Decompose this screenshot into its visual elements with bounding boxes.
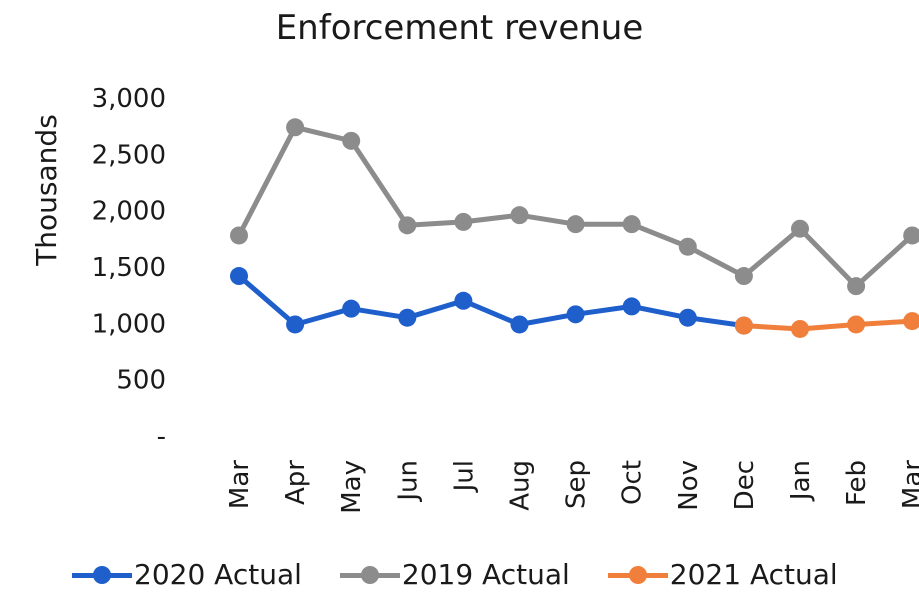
data-point-2019-actual — [230, 226, 248, 245]
x-tick-label: Dec — [730, 460, 760, 510]
legend-label: 2020 Actual — [134, 558, 302, 591]
data-point-2019-actual — [454, 212, 473, 231]
legend-item-2021: 2021 Actual — [607, 558, 838, 591]
data-point-2019-actual — [510, 206, 529, 225]
x-tick-label: Oct — [618, 460, 648, 505]
data-point-2019-actual — [678, 237, 697, 256]
legend-item-2019: 2019 Actual — [339, 558, 570, 591]
y-tick-label: 2,000 — [92, 197, 166, 227]
y-axis-ticks: - 500 1,000 1,500 2,000 2,500 3,000 — [92, 84, 166, 452]
y-tick-label: 2,500 — [92, 140, 166, 170]
legend-label: 2019 Actual — [401, 558, 570, 591]
data-point-2020-actual — [510, 315, 529, 334]
x-tick-label: Jun — [393, 460, 423, 503]
legend-label: 2021 Actual — [669, 558, 838, 591]
y-tick-label: 500 — [116, 366, 166, 396]
data-point-2021-actual — [847, 315, 866, 334]
y-tick-label: 1,500 — [92, 253, 166, 283]
x-tick-label: Aug — [506, 460, 536, 511]
x-tick-label: Feb — [842, 460, 872, 506]
series-line-2019-actual — [236, 124, 914, 289]
data-point-2020-actual — [678, 308, 697, 327]
data-point-2019-actual — [791, 219, 809, 238]
legend-swatch-2019 — [339, 565, 400, 585]
chart-title: Enforcement revenue — [275, 8, 644, 48]
legend-swatch-2021 — [607, 565, 668, 585]
x-tick-label: Apr — [281, 460, 311, 505]
data-point-2020-actual — [286, 315, 305, 334]
series-lines — [230, 118, 919, 338]
y-tick-label: 1,000 — [92, 309, 166, 339]
legend-swatch-2020 — [72, 565, 132, 585]
legend: 2020 Actual 2019 Actual 2021 Actual — [72, 558, 876, 591]
x-tick-label: Mar — [898, 460, 919, 509]
data-point-2020-actual — [622, 297, 641, 316]
data-point-2019-actual — [903, 226, 919, 245]
data-point-2020-actual — [342, 299, 361, 318]
data-point-2020-actual — [566, 305, 585, 324]
data-point-2021-actual — [791, 319, 809, 338]
series-line-2021-actual — [743, 318, 913, 332]
y-axis-label: Thousands — [30, 114, 63, 267]
x-tick-label: Sep — [562, 460, 592, 509]
x-tick-label: Jul — [449, 460, 479, 493]
series-line-2020-actual — [237, 274, 745, 329]
data-point-2019-actual — [566, 215, 585, 234]
x-tick-label: May — [337, 460, 367, 514]
data-point-2019-actual — [622, 215, 641, 234]
data-point-2019-actual — [342, 131, 361, 150]
data-point-2019-actual — [286, 118, 305, 137]
x-tick-label: Mar — [225, 460, 255, 509]
y-tick-label: 3,000 — [92, 84, 166, 114]
x-tick-label: Nov — [674, 460, 704, 511]
legend-item-2020: 2020 Actual — [72, 558, 302, 591]
data-point-2021-actual — [734, 316, 753, 335]
data-point-2020-actual — [230, 267, 248, 286]
x-axis-ticks: Mar Apr May Jun Jul Aug Sep Oct Nov Dec Jan Feb Mar — [225, 460, 919, 514]
y-tick-label: - — [157, 422, 166, 452]
data-point-2021-actual — [903, 312, 919, 331]
data-point-2020-actual — [454, 291, 473, 310]
data-point-2019-actual — [398, 216, 417, 235]
data-point-2020-actual — [398, 308, 417, 327]
data-point-2019-actual — [734, 267, 753, 286]
data-point-2019-actual — [847, 277, 866, 296]
x-tick-label: Jan — [786, 460, 816, 502]
